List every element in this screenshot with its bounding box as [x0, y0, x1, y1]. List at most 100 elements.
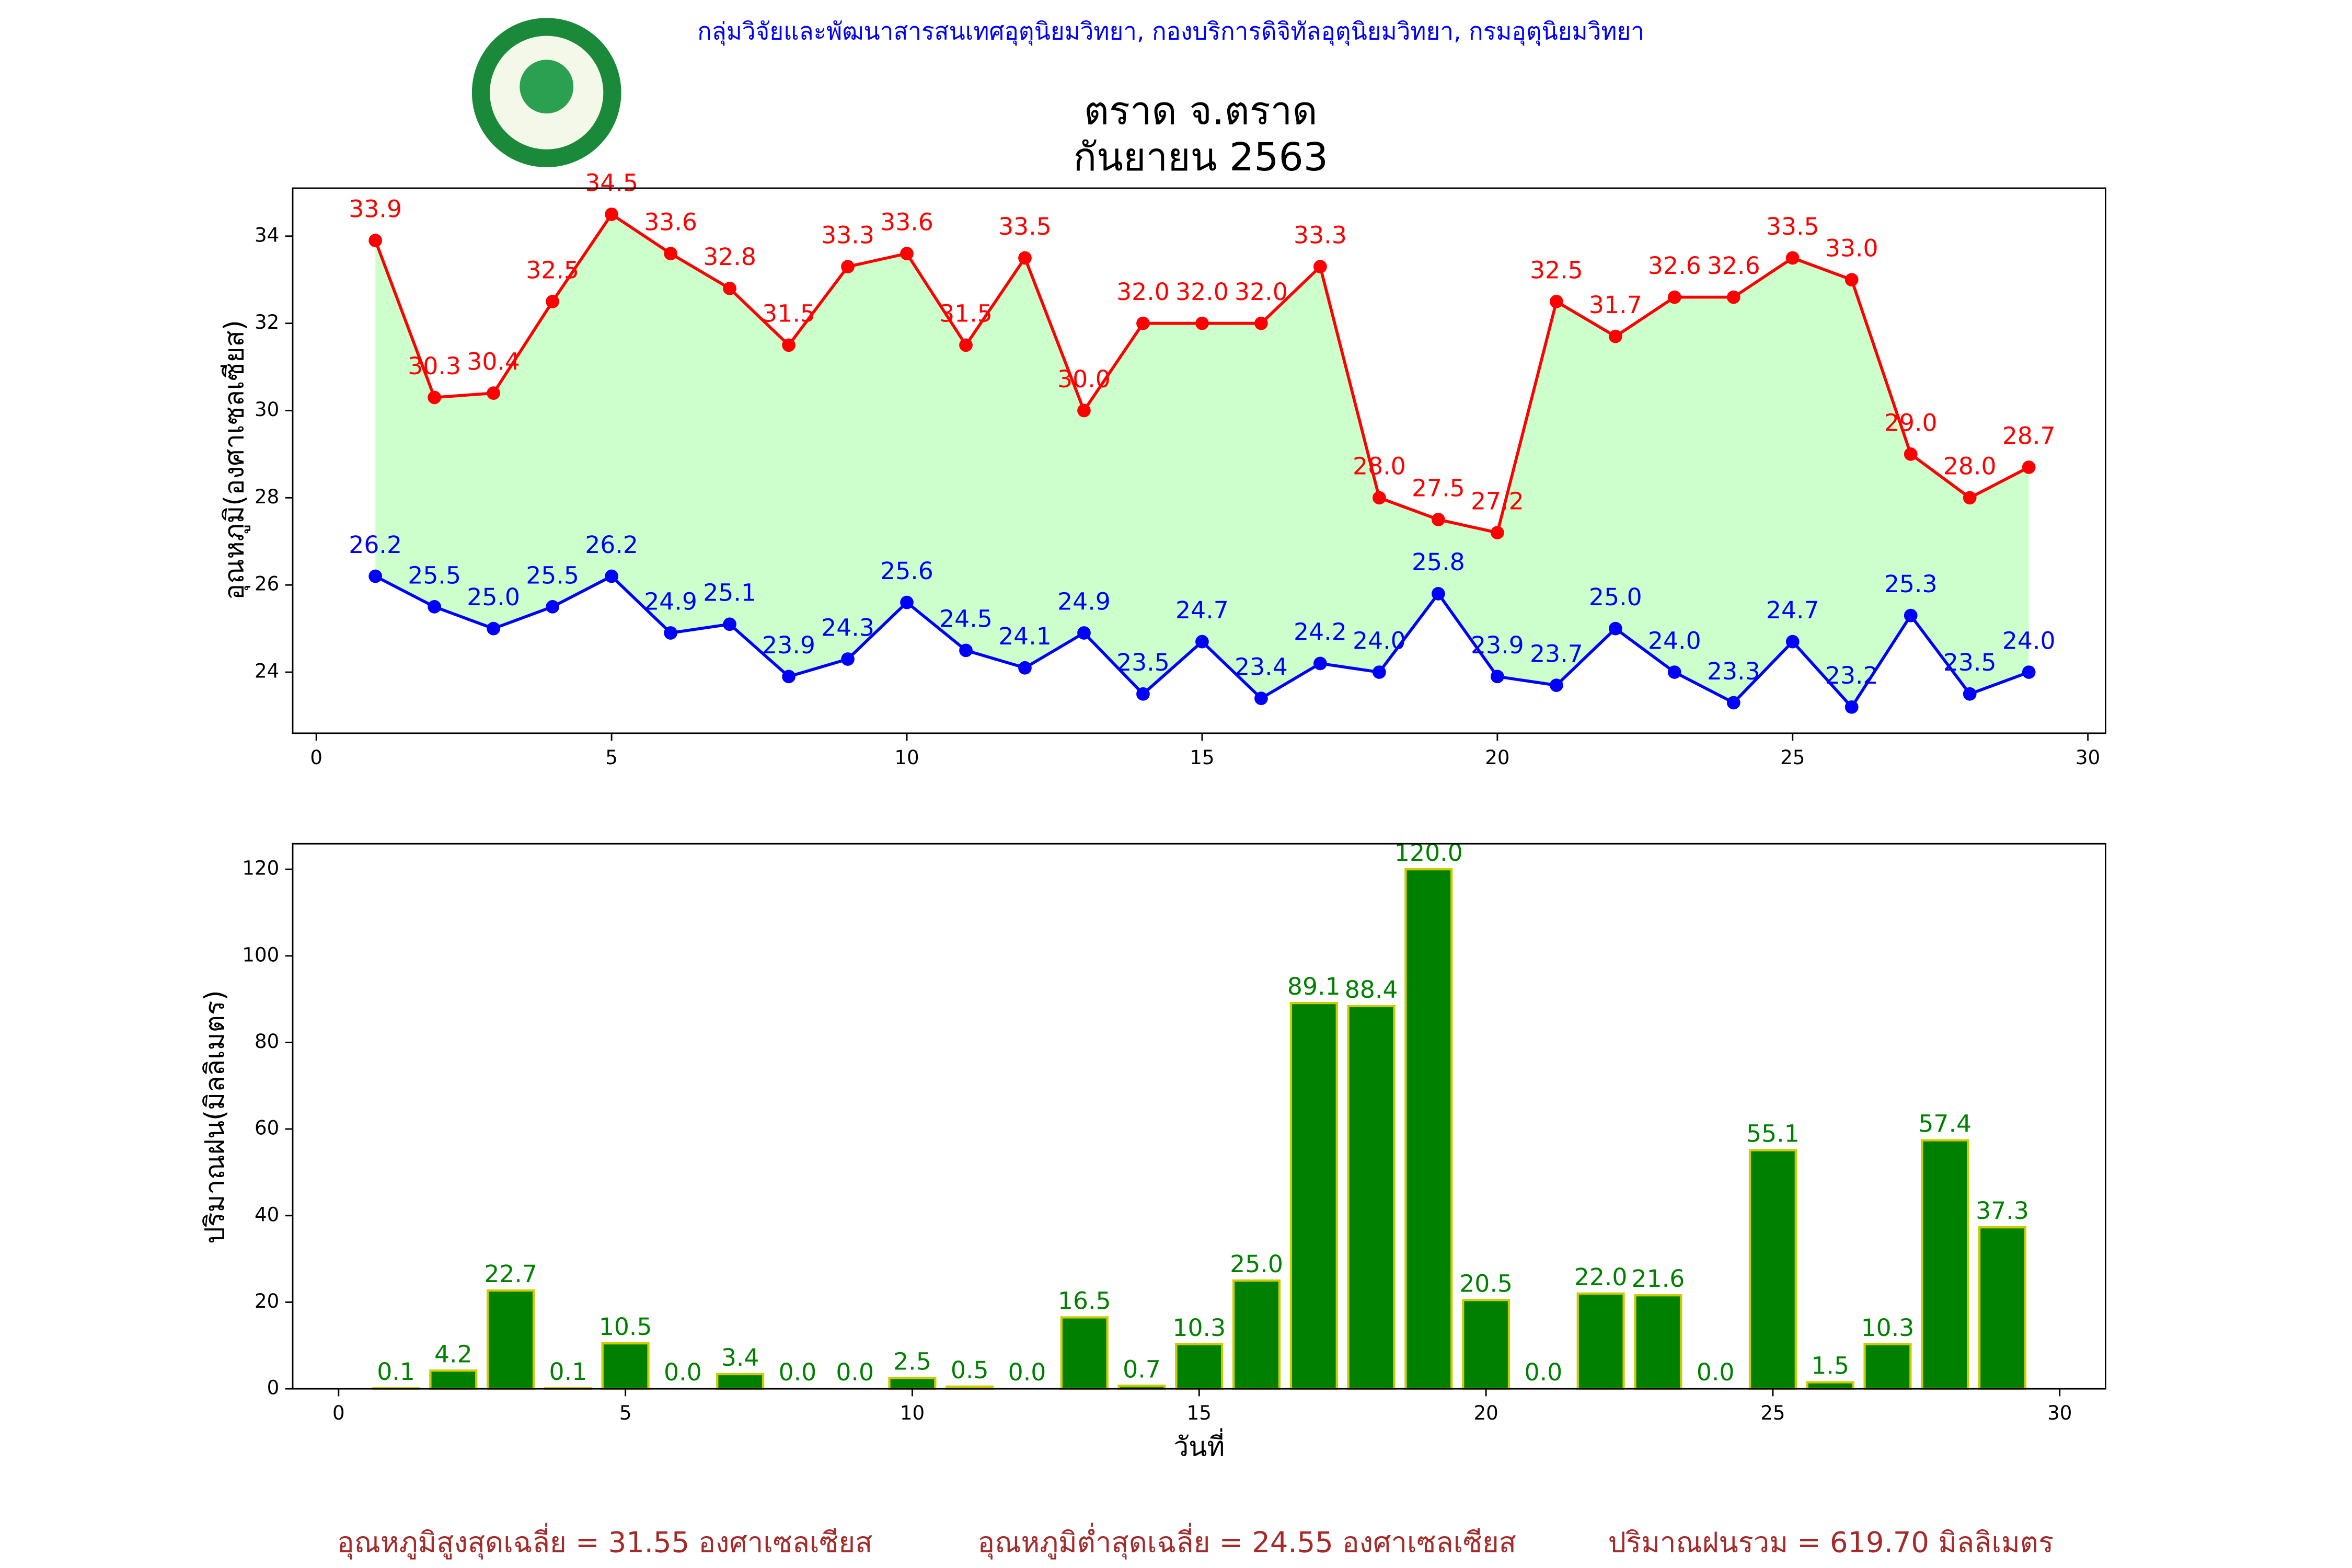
data-label: 22.7 [484, 1260, 537, 1288]
data-label: 27.2 [1471, 487, 1524, 515]
data-label: 32.6 [1707, 252, 1760, 280]
data-label: 25.5 [526, 561, 579, 589]
point [1785, 251, 1800, 265]
point [723, 282, 736, 295]
data-label: 32.0 [1175, 278, 1229, 306]
y-tick-label: 100 [242, 943, 279, 966]
logo-figure [520, 60, 574, 114]
data-label: 10.3 [1172, 1314, 1226, 1342]
data-label: 23.9 [762, 631, 815, 659]
point [1077, 403, 1091, 418]
bar [716, 1373, 765, 1390]
point [428, 600, 442, 614]
point [664, 247, 677, 260]
y-axis-label: ปริมาณฝน(มิลลิเมตร) [199, 990, 230, 1243]
y-tick-label: 24 [255, 660, 279, 683]
x-tick-label: 30 [2076, 746, 2100, 769]
y-tick-label: 20 [255, 1290, 279, 1312]
bar [487, 1289, 535, 1390]
point [841, 260, 855, 274]
x-tick-label: 20 [1473, 1402, 1498, 1424]
data-label: 0.0 [836, 1358, 874, 1386]
point [1313, 260, 1327, 274]
point [605, 569, 618, 583]
data-label: 24.9 [644, 587, 697, 615]
data-label: 23.2 [1825, 662, 1878, 689]
data-label: 30.0 [1057, 365, 1111, 393]
point [959, 338, 973, 352]
point [841, 652, 855, 666]
point [1490, 526, 1504, 539]
x-tick-label: 30 [2047, 1402, 2072, 1424]
data-label: 23.3 [1707, 658, 1760, 685]
point [1667, 290, 1681, 304]
footer-stat: อุณหภูมิต่ำสุดเฉลี่ย = 24.55 องศาเซลเซีย… [978, 1523, 1516, 1560]
data-label: 25.0 [1230, 1250, 1283, 1278]
data-label: 20.5 [1459, 1270, 1513, 1297]
header-text: กลุ่มวิจัยและพัฒนาสารสนเทศอุตุนิยมวิทยา,… [697, 17, 1644, 46]
point [900, 595, 914, 609]
data-label: 25.0 [467, 583, 520, 611]
bar [1462, 1299, 1511, 1390]
y-tick-label: 32 [255, 311, 279, 333]
data-label: 10.3 [1861, 1314, 1915, 1342]
data-label: 24.3 [821, 614, 874, 641]
point [1490, 670, 1504, 684]
data-label: 16.5 [1058, 1287, 1111, 1315]
data-label: 33.9 [349, 195, 402, 223]
x-tick-label: 5 [605, 746, 618, 769]
bar [1576, 1292, 1625, 1390]
point [1432, 587, 1445, 601]
data-label: 27.5 [1412, 474, 1465, 502]
x-tick-label: 20 [1485, 746, 1509, 769]
y-tick-label: 120 [242, 857, 279, 880]
data-label: 28.0 [1943, 453, 1997, 480]
data-label: 55.1 [1746, 1120, 1800, 1148]
point [2022, 460, 2036, 474]
point [546, 295, 559, 308]
data-label: 23.5 [1943, 649, 1997, 676]
data-label: 25.0 [1589, 583, 1642, 611]
data-label: 24.0 [1353, 627, 1406, 654]
x-axis-label: วันที่ [1173, 1428, 1225, 1462]
footer-stat: ปริมาณฝนรวม = 619.70 มิลลิเมตร [1608, 1526, 2054, 1559]
data-label: 25.3 [1884, 570, 1938, 598]
data-label: 0.1 [549, 1358, 587, 1386]
data-label: 57.4 [1918, 1110, 1971, 1138]
point [1373, 665, 1386, 679]
point [1904, 608, 1918, 622]
y-tick-label: 34 [255, 224, 279, 246]
data-label: 33.0 [1825, 235, 1878, 262]
data-label: 24.0 [2002, 627, 2056, 654]
point [1785, 635, 1800, 649]
point [1549, 678, 1563, 692]
data-label: 0.7 [1123, 1355, 1161, 1383]
data-label: 31.5 [762, 300, 815, 328]
point [1254, 316, 1268, 330]
point [1844, 700, 1859, 714]
bar [601, 1342, 650, 1390]
point [1432, 513, 1445, 526]
point [782, 670, 795, 684]
bar [1232, 1279, 1281, 1390]
bar [888, 1377, 937, 1390]
bar [1060, 1316, 1109, 1390]
point [900, 247, 914, 260]
data-label: 33.5 [1766, 213, 1819, 240]
data-label: 28.7 [2002, 422, 2056, 449]
point [1313, 656, 1327, 671]
bar [1806, 1381, 1854, 1390]
data-label: 34.5 [585, 169, 638, 197]
data-label: 37.3 [1976, 1197, 2029, 1225]
data-label: 30.3 [408, 352, 461, 380]
point [1018, 251, 1032, 265]
point [1549, 295, 1563, 308]
data-label: 10.5 [599, 1313, 652, 1341]
point [1018, 661, 1032, 675]
data-label: 0.1 [377, 1358, 415, 1386]
data-label: 32.8 [703, 243, 756, 271]
bar [1175, 1343, 1224, 1390]
chart-title: ตราด จ.ตราด [1084, 88, 1318, 134]
data-label: 33.5 [998, 213, 1052, 240]
point [1136, 687, 1150, 701]
